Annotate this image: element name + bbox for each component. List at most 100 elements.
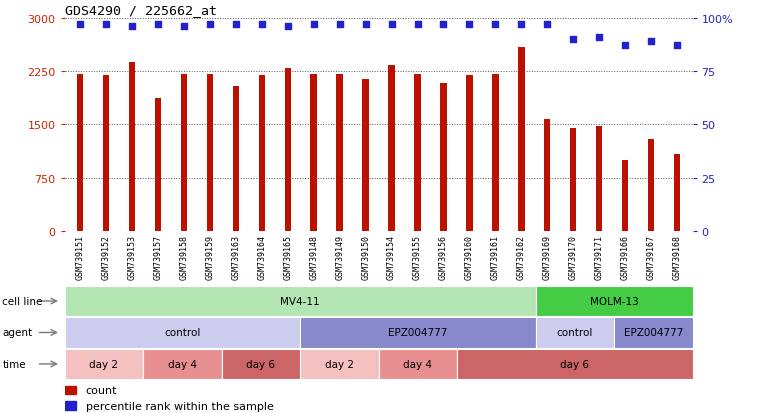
Text: GSM739149: GSM739149 [335, 234, 344, 279]
Bar [65, 401, 76, 410]
Text: cell line: cell line [2, 296, 43, 306]
Text: day 6: day 6 [560, 359, 589, 369]
Bar [207, 75, 213, 231]
Bar [65, 286, 536, 316]
Text: MOLM-13: MOLM-13 [590, 296, 638, 306]
Bar [310, 75, 317, 231]
Point [619, 43, 631, 50]
Bar [154, 99, 161, 231]
Text: percentile rank within the sample: percentile rank within the sample [86, 401, 273, 411]
Bar [518, 48, 524, 231]
Point [671, 43, 683, 50]
Point [333, 21, 345, 28]
Text: GSM739155: GSM739155 [413, 234, 422, 279]
Text: GSM739167: GSM739167 [647, 234, 655, 279]
Text: GDS4290 / 225662_at: GDS4290 / 225662_at [65, 5, 217, 17]
Point [126, 24, 139, 31]
Bar [414, 75, 421, 231]
Bar [673, 155, 680, 231]
Point [515, 21, 527, 28]
Bar [362, 80, 369, 231]
Text: GSM739163: GSM739163 [231, 234, 240, 279]
Text: GSM739168: GSM739168 [673, 234, 681, 279]
Bar [379, 349, 457, 379]
Point [463, 21, 476, 28]
Text: MV4-11: MV4-11 [280, 296, 320, 306]
Text: count: count [86, 385, 117, 395]
Point [178, 24, 190, 31]
Point [386, 21, 398, 28]
Point [152, 21, 164, 28]
Bar [388, 65, 395, 231]
Point [567, 37, 579, 43]
Bar [457, 349, 693, 379]
Point [100, 21, 113, 28]
Point [359, 21, 371, 28]
Text: time: time [2, 359, 26, 369]
Bar [65, 318, 300, 348]
Point [412, 21, 424, 28]
Point [593, 34, 605, 41]
Text: GSM739153: GSM739153 [128, 234, 137, 279]
Bar [536, 318, 614, 348]
Bar [65, 386, 76, 394]
Point [645, 39, 657, 45]
Bar [129, 62, 135, 231]
Bar [143, 349, 221, 379]
Text: GSM739152: GSM739152 [102, 234, 110, 279]
Text: control: control [164, 328, 201, 338]
Text: GSM739164: GSM739164 [257, 234, 266, 279]
Text: GSM739150: GSM739150 [361, 234, 370, 279]
Bar [233, 87, 239, 231]
Text: day 4: day 4 [168, 359, 197, 369]
Text: GSM739170: GSM739170 [568, 234, 578, 279]
Text: GSM739157: GSM739157 [154, 234, 163, 279]
Bar [544, 120, 550, 231]
Text: day 2: day 2 [90, 359, 119, 369]
Text: day 4: day 4 [403, 359, 432, 369]
Point [489, 21, 501, 28]
Bar [596, 126, 603, 231]
Bar [648, 140, 654, 231]
Bar [614, 318, 693, 348]
Text: GSM739154: GSM739154 [387, 234, 396, 279]
Text: GSM739171: GSM739171 [594, 234, 603, 279]
Bar [103, 76, 110, 231]
Text: GSM739161: GSM739161 [491, 234, 500, 279]
Text: GSM739151: GSM739151 [76, 234, 84, 279]
Bar [300, 318, 536, 348]
Bar [466, 76, 473, 231]
Bar [536, 286, 693, 316]
Point [438, 21, 450, 28]
Point [541, 21, 553, 28]
Text: GSM739159: GSM739159 [205, 234, 215, 279]
Bar [336, 75, 343, 231]
Text: GSM739160: GSM739160 [465, 234, 474, 279]
Bar [492, 75, 498, 231]
Bar [622, 160, 629, 231]
Point [74, 21, 86, 28]
Text: day 6: day 6 [247, 359, 275, 369]
Bar [221, 349, 300, 379]
Bar [65, 349, 143, 379]
Point [282, 24, 294, 31]
Bar [570, 128, 576, 231]
Point [307, 21, 320, 28]
Point [204, 21, 216, 28]
Text: day 2: day 2 [325, 359, 354, 369]
Bar [181, 75, 187, 231]
Bar [259, 76, 265, 231]
Point [256, 21, 268, 28]
Bar [77, 75, 84, 231]
Point [230, 21, 242, 28]
Text: GSM739166: GSM739166 [620, 234, 629, 279]
Text: GSM739162: GSM739162 [517, 234, 526, 279]
Bar [440, 84, 447, 231]
Text: agent: agent [2, 328, 33, 338]
Text: control: control [556, 328, 593, 338]
Text: EPZ004777: EPZ004777 [623, 328, 683, 338]
Text: GSM739169: GSM739169 [543, 234, 552, 279]
Bar [300, 349, 378, 379]
Text: EPZ004777: EPZ004777 [388, 328, 447, 338]
Text: GSM739165: GSM739165 [283, 234, 292, 279]
